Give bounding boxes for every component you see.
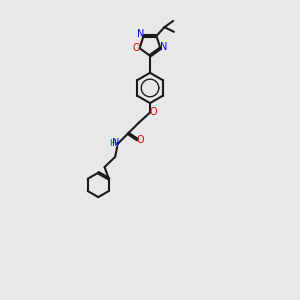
Text: N: N bbox=[112, 138, 120, 148]
Text: N: N bbox=[137, 29, 144, 39]
Text: O: O bbox=[132, 43, 140, 53]
Text: O: O bbox=[137, 135, 144, 145]
Text: N: N bbox=[160, 42, 167, 52]
Text: H: H bbox=[109, 139, 116, 148]
Text: O: O bbox=[150, 106, 158, 116]
